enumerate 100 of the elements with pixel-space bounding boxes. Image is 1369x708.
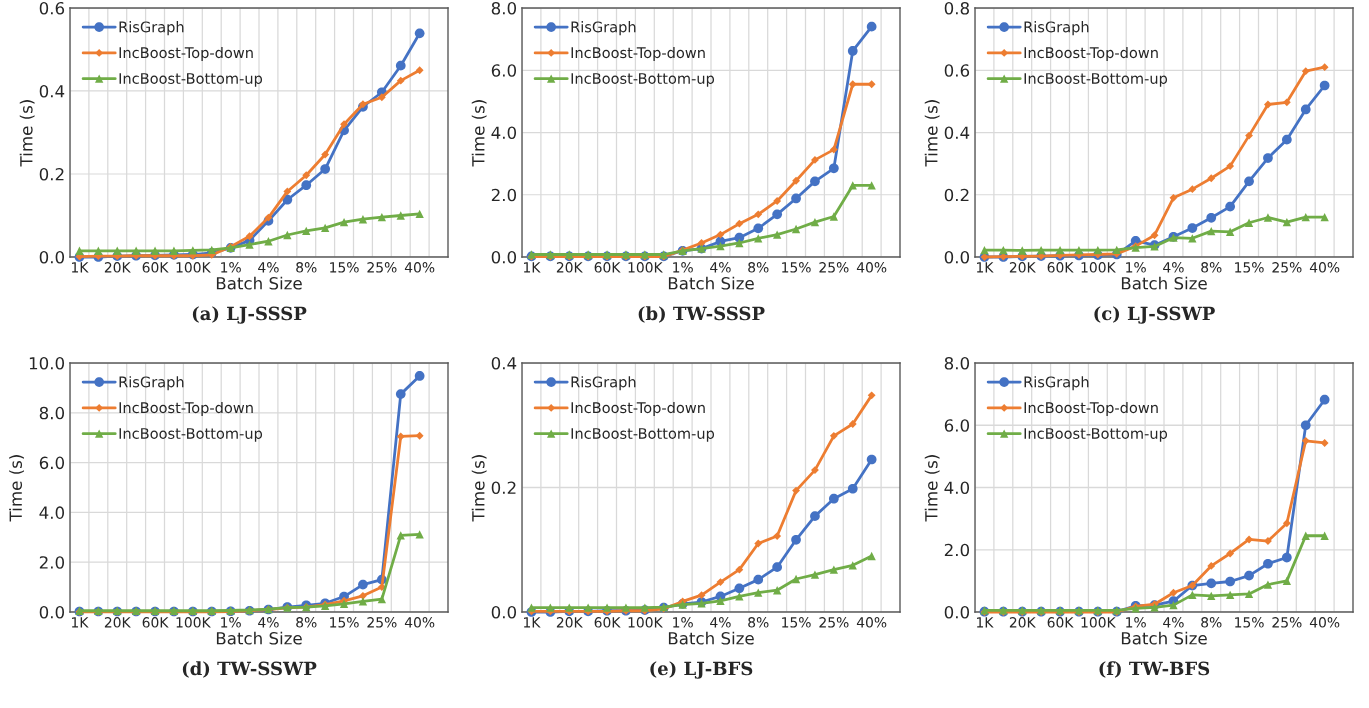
point (1169, 193, 1178, 202)
x-tick-label: 25% (819, 262, 849, 273)
point (527, 603, 536, 612)
x-tick-label: 1% (673, 262, 693, 273)
legend-label: IncBoost-Top-down (1024, 46, 1158, 62)
legend-label: IncBoost-Bottom-up (1024, 428, 1168, 442)
point (340, 120, 348, 129)
point (301, 180, 312, 191)
point (1112, 245, 1121, 255)
point (810, 217, 820, 227)
y-tick-label: 0.2 (39, 167, 64, 181)
point (811, 155, 819, 164)
point (1225, 227, 1235, 236)
point (754, 588, 763, 597)
x-tick-label: 1% (1126, 617, 1146, 628)
point (1206, 578, 1217, 589)
y-tick-label: 8.0 (944, 356, 970, 370)
text: (e) LJ-BFS (650, 661, 753, 679)
point (772, 209, 783, 220)
point (867, 80, 876, 89)
point (716, 596, 725, 605)
y-tick-label: 2.0 (39, 556, 65, 569)
x-tick-label: 20K (104, 617, 131, 628)
point (772, 230, 782, 239)
point (867, 551, 876, 561)
point (1320, 531, 1329, 540)
point (1263, 213, 1273, 222)
point (395, 60, 406, 71)
point (565, 603, 574, 612)
x-tick-label: 1K (524, 262, 541, 273)
x-tick-label: 60K (1047, 617, 1074, 628)
point (1206, 212, 1217, 223)
point (867, 391, 876, 400)
point (734, 583, 745, 594)
y-tick-label: 6.0 (944, 419, 970, 432)
point (811, 466, 819, 474)
point (1207, 562, 1216, 570)
y-tick-label: 0.6 (944, 64, 970, 77)
point (1244, 570, 1254, 581)
point (1244, 218, 1254, 227)
y-tick-label: 4.0 (39, 506, 65, 519)
y-tick-label: 0.8 (944, 1, 969, 15)
x-tick-label: 60K (142, 617, 169, 628)
point (1264, 100, 1272, 109)
point (1226, 162, 1235, 171)
y-axis-title: Time (s) (924, 100, 940, 167)
point (1264, 537, 1272, 545)
point (829, 565, 839, 574)
x-tick-label: 4% (1163, 617, 1184, 628)
point (1263, 580, 1273, 589)
x-tick-label: 40% (404, 262, 435, 273)
point (377, 212, 387, 222)
point (169, 246, 179, 255)
point (716, 241, 725, 251)
point (716, 230, 725, 239)
point (245, 232, 254, 241)
legend-label: RisGraph (119, 21, 184, 36)
y-tick-label: 8.0 (491, 1, 517, 15)
x-axis-title: Batch Size (216, 631, 302, 645)
y-tick-label: 0.4 (39, 84, 65, 98)
point (1188, 234, 1197, 243)
text: (a) LJ-SSSP (192, 306, 307, 324)
point (829, 431, 838, 440)
point (282, 194, 293, 205)
point (358, 597, 368, 606)
y-tick-label: 0.0 (39, 250, 65, 264)
point (1225, 201, 1236, 212)
y-tick-label: 0.6 (39, 1, 65, 15)
point (358, 579, 368, 590)
x-tick-label: 40% (856, 617, 887, 628)
point (546, 603, 555, 612)
x-tick-label: 15% (330, 262, 359, 273)
x-tick-label: 100K (1081, 262, 1116, 273)
point (377, 594, 387, 604)
point (1093, 245, 1103, 255)
point (302, 171, 311, 180)
point (828, 163, 839, 174)
point (1245, 131, 1253, 140)
x-tick-label: 15% (1235, 262, 1264, 273)
point (980, 245, 989, 255)
point (1244, 589, 1254, 599)
y-axis-title: Time (s) (471, 455, 487, 522)
x-tick-label: 40% (1309, 262, 1340, 273)
point (150, 246, 160, 255)
x-tick-label: 15% (1235, 617, 1264, 628)
point (791, 224, 801, 234)
x-tick-label: 15% (782, 617, 811, 628)
x-tick-label: 20K (1009, 617, 1036, 628)
point (377, 93, 386, 102)
point (866, 21, 877, 32)
point (1300, 104, 1311, 115)
point (847, 46, 858, 56)
y-axis-title: Time (s) (9, 455, 24, 522)
y-tick-label: 0.2 (491, 481, 516, 495)
point (829, 145, 838, 154)
point (1226, 549, 1235, 558)
x-tick-label: 1K (977, 617, 994, 628)
point (810, 511, 820, 521)
x-tick-label: 60K (594, 262, 621, 273)
point (1282, 217, 1292, 227)
